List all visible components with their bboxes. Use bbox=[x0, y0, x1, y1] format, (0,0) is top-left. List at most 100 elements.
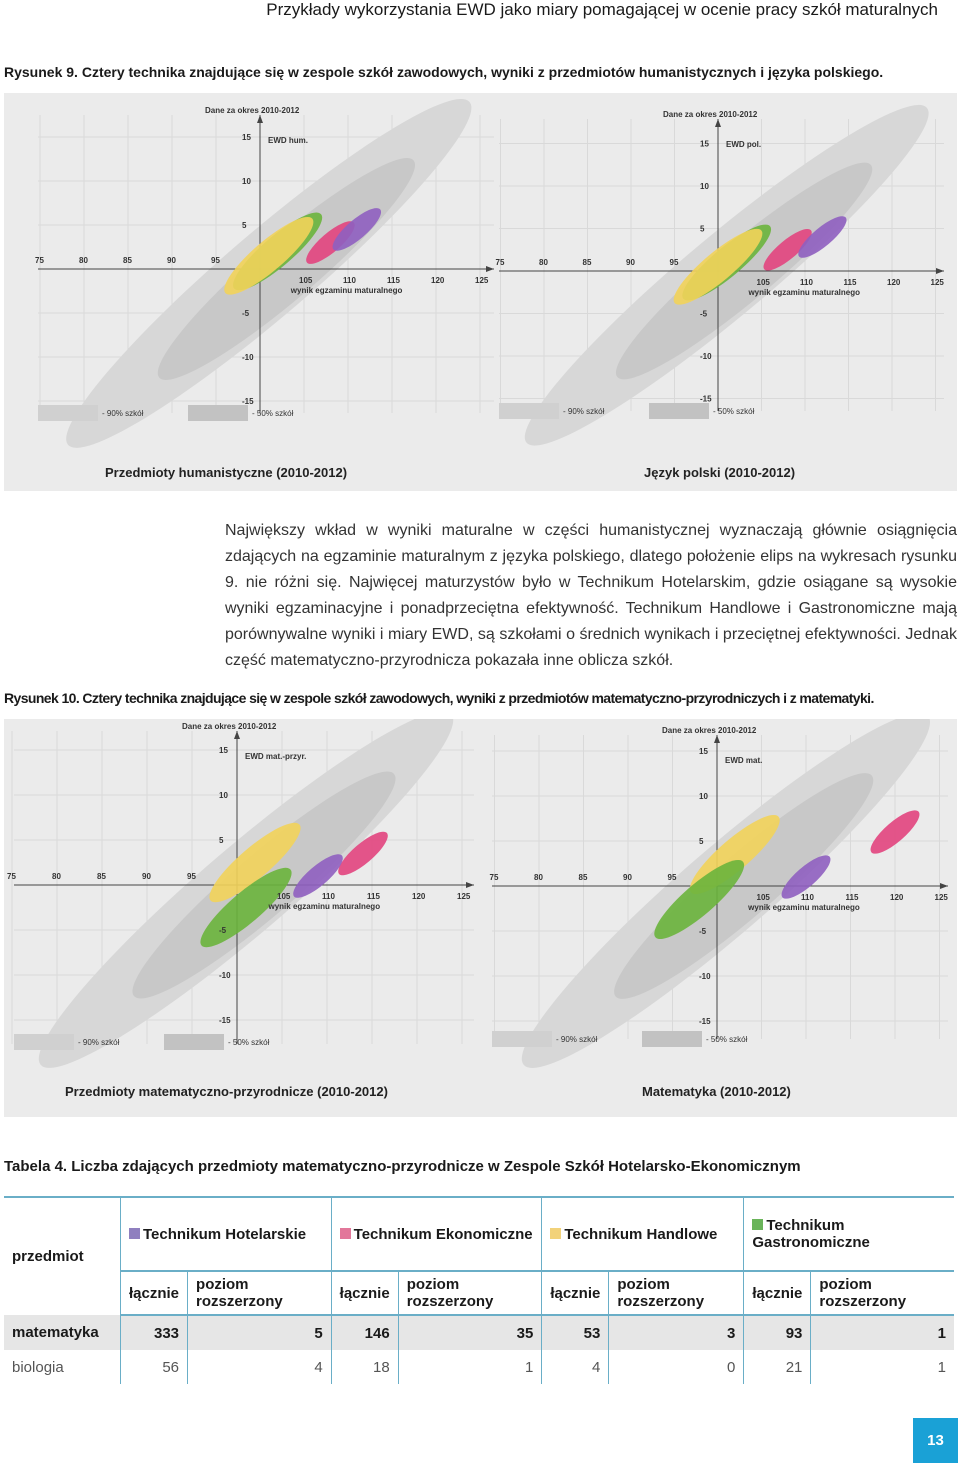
x-tick-label: 85 bbox=[123, 256, 132, 265]
x-axis-arrow bbox=[466, 882, 474, 888]
cell: 93 bbox=[743, 1315, 812, 1350]
legend-label-50: - 50% szkół bbox=[252, 409, 294, 418]
legend-label-50: - 50% szkół bbox=[228, 1038, 270, 1047]
row-subject: matematyka bbox=[4, 1315, 121, 1350]
x-tick-label: 75 bbox=[496, 258, 505, 267]
col-header-school-1: Technikum Hotelarskie bbox=[120, 1196, 332, 1271]
x-tick-label: 105 bbox=[757, 278, 771, 287]
y-tick-label: -5 bbox=[242, 309, 250, 318]
period-label: Dane za okres 2010-2012 bbox=[205, 106, 300, 115]
x-tick-label: 120 bbox=[431, 276, 445, 285]
x-tick-label: 95 bbox=[668, 873, 677, 882]
x-tick-label: 125 bbox=[931, 278, 945, 287]
legend-label-90: - 90% szkół bbox=[78, 1038, 120, 1047]
x-tick-label: 85 bbox=[583, 258, 592, 267]
cell: 5 bbox=[187, 1315, 332, 1350]
figure-9-caption-text: Cztery technika znajdujące się w zespole… bbox=[81, 64, 884, 80]
school-ellipse bbox=[798, 216, 847, 258]
legend-swatch-90 bbox=[492, 1031, 552, 1047]
school-ellipse bbox=[224, 216, 314, 295]
x-tick-label: 105 bbox=[757, 893, 771, 902]
col-header-school-4: Technikum Gastronomiczne bbox=[743, 1196, 954, 1271]
y-tick-label: 5 bbox=[700, 225, 705, 234]
swatch-4 bbox=[752, 1219, 764, 1230]
y-tick-label: 5 bbox=[242, 221, 247, 230]
data-table: przedmiot Technikum Hotelarskie Techniku… bbox=[4, 1196, 954, 1384]
legend-swatch-90 bbox=[14, 1034, 74, 1050]
x-tick-label: 115 bbox=[387, 276, 400, 285]
x-tick-label: 110 bbox=[343, 276, 356, 285]
figure-10-panel: 75 80 85 90 95 105 110 115 120 125 15 10 5 -5 -10 -15 Da… bbox=[4, 719, 957, 1117]
y-tick-label: 10 bbox=[700, 182, 709, 191]
x-tick-label: 90 bbox=[626, 258, 635, 267]
table-caption-text: Liczba zdających przedmioty matematyczno… bbox=[71, 1158, 801, 1175]
sub-header-extended: poziom rozszerzony bbox=[810, 1270, 954, 1316]
figure-10-caption: Rysunek 10. Cztery technika znajdujące s… bbox=[4, 690, 874, 706]
x-tick-label: 120 bbox=[887, 278, 901, 287]
figure-10-label: Rysunek 10. bbox=[4, 690, 80, 706]
y-tick-label: -15 bbox=[700, 395, 712, 404]
x-tick-label: 80 bbox=[79, 256, 88, 265]
y-tick-label: 15 bbox=[219, 746, 228, 755]
row-subject: biologia bbox=[4, 1350, 121, 1384]
y-tick-label: -10 bbox=[242, 353, 254, 362]
x-tick-label: 90 bbox=[142, 872, 151, 881]
x-tick-label: 110 bbox=[322, 892, 335, 901]
table-row: biologia 56 4 18 1 4 0 21 1 bbox=[4, 1350, 954, 1384]
cell: 1 bbox=[937, 1358, 946, 1376]
x-axis-arrow bbox=[940, 883, 948, 889]
legend-swatch-50 bbox=[642, 1031, 702, 1047]
x-tick-label: 75 bbox=[7, 872, 16, 881]
cell: 0 bbox=[608, 1350, 745, 1384]
y-axis-title: EWD mat. bbox=[725, 756, 762, 765]
legend-label-50: - 50% szkół bbox=[713, 407, 755, 416]
y-tick-label: 10 bbox=[699, 792, 708, 801]
legend-label-90: - 90% szkół bbox=[102, 409, 144, 418]
y-axis-arrow bbox=[715, 119, 721, 127]
sub-header-extended: poziom rozszerzony bbox=[608, 1270, 745, 1316]
figure-9-panel: 75 80 85 90 95 105 110 115 120 125 15 10 5 -5 -10 -15 Da… bbox=[4, 93, 957, 491]
y-axis-title: EWD pol. bbox=[726, 140, 761, 149]
sub-header-total: łącznie bbox=[331, 1270, 399, 1316]
y-axis-title: EWD hum. bbox=[268, 136, 308, 145]
cell: 333 bbox=[120, 1315, 189, 1350]
x-tick-label: 125 bbox=[475, 276, 489, 285]
cell: 56 bbox=[120, 1350, 189, 1384]
x-tick-label: 95 bbox=[211, 256, 220, 265]
page-number: 13 bbox=[913, 1418, 958, 1463]
figure-10-left-subtitle: Przedmioty matematyczno-przyrodnicze (20… bbox=[65, 1084, 388, 1099]
x-axis-title: wynik egzaminu maturalnego bbox=[747, 903, 860, 912]
figure-9-left-subtitle: Przedmioty humanistyczne (2010-2012) bbox=[105, 465, 348, 480]
y-tick-label: -10 bbox=[699, 972, 711, 981]
figure-9-right-subtitle: Język polski (2010-2012) bbox=[644, 465, 796, 480]
x-tick-label: 115 bbox=[846, 893, 859, 902]
school-ellipse bbox=[654, 859, 745, 940]
y-tick-label: -15 bbox=[699, 1017, 711, 1026]
legend-swatch-90 bbox=[38, 405, 98, 421]
x-tick-label: 95 bbox=[187, 872, 196, 881]
school-ellipse bbox=[209, 822, 301, 903]
x-tick-label: 80 bbox=[539, 258, 548, 267]
period-label: Dane za okres 2010-2012 bbox=[182, 722, 277, 731]
x-tick-label: 80 bbox=[534, 873, 543, 882]
table-label: Tabela 4. bbox=[4, 1158, 68, 1175]
x-tick-label: 115 bbox=[844, 278, 857, 287]
legend-swatch-90 bbox=[499, 403, 559, 419]
y-tick-label: 5 bbox=[699, 837, 704, 846]
swatch-3 bbox=[550, 1227, 562, 1239]
y-tick-label: 10 bbox=[242, 177, 251, 186]
school-ellipse bbox=[200, 867, 292, 948]
col-header-school-2: Technikum Ekonomiczne bbox=[331, 1196, 543, 1271]
y-axis-arrow bbox=[714, 735, 720, 743]
cell: 146 bbox=[331, 1315, 399, 1350]
school-ellipse bbox=[673, 228, 763, 305]
x-tick-label: 105 bbox=[277, 892, 291, 901]
cell: 1 bbox=[937, 1324, 946, 1342]
x-tick-label: 115 bbox=[367, 892, 380, 901]
school-ellipse bbox=[332, 208, 382, 251]
cell: 35 bbox=[398, 1315, 543, 1350]
running-header: Przykłady wykorzystania EWD jako miary p… bbox=[266, 0, 938, 19]
school-ellipse bbox=[781, 855, 831, 899]
